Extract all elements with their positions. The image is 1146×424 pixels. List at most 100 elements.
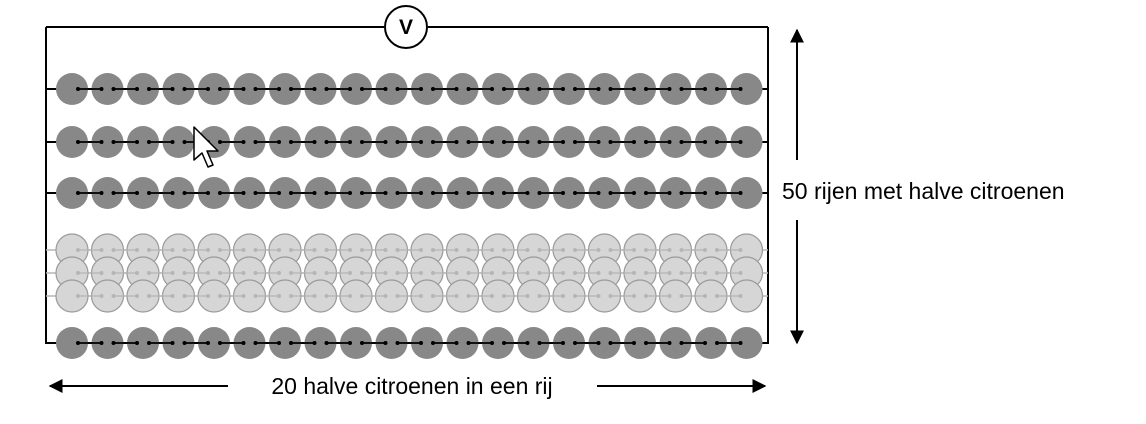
- electrode-dot: [608, 341, 613, 345]
- electrode-dot: [383, 341, 388, 345]
- lemon-half: [553, 126, 585, 158]
- lemon-half: [446, 126, 479, 158]
- lemon-half: [624, 126, 656, 158]
- lemon-half: [588, 73, 621, 105]
- lemon-half: [375, 177, 408, 209]
- electrode-dot: [76, 294, 80, 298]
- electrode-dot: [324, 341, 329, 345]
- lemon-half: [411, 126, 443, 158]
- lemon-half: [624, 327, 656, 359]
- electrode-dot: [667, 140, 672, 144]
- lemon-half: [233, 327, 266, 359]
- electrode-dot: [324, 191, 329, 195]
- electrode-dot: [395, 140, 400, 144]
- electrode-dot: [147, 248, 151, 252]
- electrode-dot: [466, 248, 471, 252]
- electrode-dot: [111, 341, 116, 345]
- electrode-dot: [135, 140, 139, 144]
- voltmeter: V: [384, 5, 428, 49]
- electrode-dot: [454, 341, 459, 345]
- lemon-half: [482, 73, 514, 105]
- lemon-half: [588, 177, 621, 209]
- lemon-half: [198, 73, 230, 105]
- electrode-dot: [76, 87, 80, 91]
- electrode-dot: [170, 294, 175, 298]
- electrode-dot: [360, 140, 364, 144]
- lemon-half: [553, 73, 585, 105]
- electrode-dot: [502, 271, 506, 275]
- lemon-half: [56, 73, 88, 105]
- electrode-dot: [715, 294, 719, 298]
- electrode-dot: [454, 271, 459, 275]
- columns-dimension: 20 halve citroenen in een rij: [48, 373, 767, 399]
- electrode-dot: [537, 341, 542, 345]
- electrode-dot: [525, 341, 530, 345]
- lemon-half: [730, 126, 763, 158]
- electrode-dot: [502, 341, 506, 345]
- electrode-dot: [431, 140, 435, 144]
- electrode-dot: [502, 140, 506, 144]
- electrode-dot: [312, 140, 317, 144]
- electrode-dot: [348, 341, 352, 345]
- electrode-dot: [632, 341, 636, 345]
- electrode-dot: [715, 341, 719, 345]
- electrode-dot: [703, 271, 707, 275]
- electrode-dot: [135, 248, 139, 252]
- electrode-dot: [419, 140, 423, 144]
- electrode-dot: [454, 294, 459, 298]
- electrode-dot: [608, 140, 613, 144]
- electrode-dot: [170, 341, 175, 345]
- electrode-dot: [360, 87, 364, 91]
- electrode-dot: [537, 140, 542, 144]
- electrode-dot: [632, 140, 636, 144]
- electrode-dot: [703, 248, 707, 252]
- electrode-dot: [502, 87, 506, 91]
- electrode-dot: [277, 248, 281, 252]
- lemon-half: [730, 73, 763, 105]
- faded-lemon-row: [46, 279, 768, 313]
- electrode-dot: [218, 87, 222, 91]
- lemon-row: [46, 73, 768, 105]
- electrode-dot: [360, 191, 364, 195]
- electrode-dot: [738, 294, 743, 298]
- electrode-dot: [608, 87, 613, 91]
- electrode-dot: [99, 294, 104, 298]
- electrode-dot: [703, 294, 707, 298]
- electrode-dot: [182, 341, 187, 345]
- electrode-dot: [182, 87, 187, 91]
- electrode-dot: [667, 87, 672, 91]
- lemon-half: [56, 177, 88, 209]
- electrode-dot: [383, 87, 388, 91]
- electrode-dot: [490, 271, 494, 275]
- electrode-dot: [466, 87, 471, 91]
- lemon-half: [127, 73, 159, 105]
- electrode-dot: [218, 248, 222, 252]
- electrode-dot: [182, 294, 187, 298]
- electrode-dot: [111, 140, 116, 144]
- electrode-dot: [111, 87, 116, 91]
- electrode-dot: [253, 248, 258, 252]
- lemon-half: [553, 177, 585, 209]
- electrode-dot: [573, 87, 577, 91]
- lemon-half: [233, 177, 266, 209]
- electrode-dot: [111, 191, 116, 195]
- electrode-dot: [419, 87, 423, 91]
- electrode-dot: [348, 271, 352, 275]
- electrode-dot: [573, 191, 577, 195]
- electrode-dot: [395, 271, 400, 275]
- lemon-half: [162, 177, 195, 209]
- electrode-dot: [679, 271, 684, 275]
- lemon-row: [46, 126, 768, 158]
- electrode-dot: [466, 294, 471, 298]
- lemon-half: [91, 126, 124, 158]
- lemon-half: [695, 73, 727, 105]
- lemon-half: [659, 126, 692, 158]
- lemon-half: [375, 126, 408, 158]
- electrode-dot: [561, 191, 565, 195]
- lemon-half: [127, 126, 159, 158]
- electrode-dot: [99, 87, 104, 91]
- electrode-dot: [241, 140, 246, 144]
- electrode-dot: [289, 271, 293, 275]
- lemon-half: [269, 327, 301, 359]
- electrode-dot: [395, 87, 400, 91]
